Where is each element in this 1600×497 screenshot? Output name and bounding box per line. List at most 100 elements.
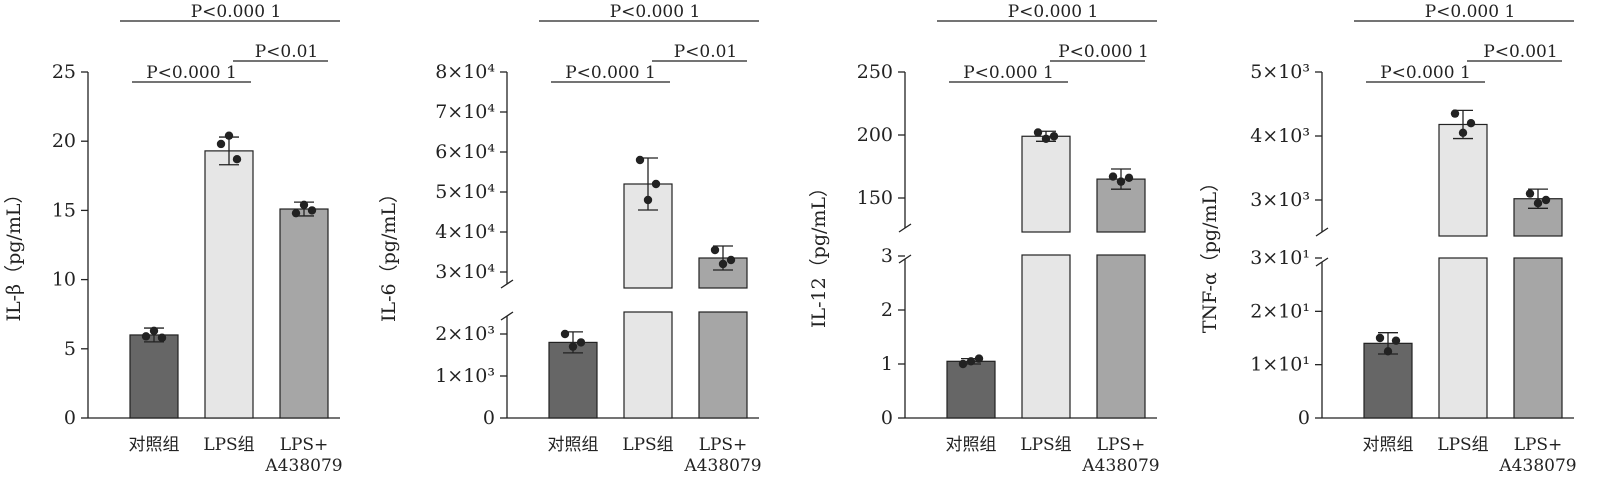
data-point bbox=[1383, 347, 1393, 356]
significance-label: P<0.000 1 bbox=[1425, 2, 1516, 22]
category-label: LPS+ A438079 bbox=[264, 435, 342, 476]
bar-lower-segment bbox=[698, 311, 748, 419]
data-point bbox=[1116, 177, 1126, 186]
bar bbox=[1021, 135, 1071, 233]
axis-break-mark bbox=[898, 254, 912, 264]
bar bbox=[1438, 123, 1488, 237]
data-point bbox=[291, 208, 301, 218]
category-label: LPS+ A438079 bbox=[683, 435, 761, 476]
bar-lower-segment bbox=[1438, 257, 1488, 419]
data-point bbox=[710, 245, 720, 255]
data-point bbox=[157, 333, 167, 342]
chart-panel-tnf-alpha: 0 1×10¹ 2×10¹ 3×10¹ 3×10³ 4×10³ 5×10³ TNF-α（pg/… bbox=[1199, 2, 1577, 476]
data-point bbox=[643, 195, 653, 205]
bar bbox=[1363, 342, 1413, 419]
y-axis-label: IL-β（pg/mL） bbox=[3, 185, 25, 322]
data-point bbox=[1049, 132, 1059, 141]
data-point bbox=[1033, 128, 1043, 137]
y-tick-label: 0 bbox=[881, 407, 893, 429]
y-tick-label: 1×10¹ bbox=[1250, 354, 1310, 376]
significance-label: P<0.000 1 bbox=[1380, 63, 1471, 83]
data-point bbox=[307, 206, 317, 215]
y-tick-label: 5×10³ bbox=[1250, 61, 1310, 83]
y-tick-label: 6×10⁴ bbox=[435, 141, 495, 163]
category-label: 对照组 bbox=[946, 435, 997, 455]
bar bbox=[204, 150, 254, 419]
bar-lower-segment bbox=[1021, 254, 1071, 419]
y-tick-label: 1 bbox=[881, 353, 893, 375]
category-label: LPS组 bbox=[203, 435, 254, 455]
data-point bbox=[1458, 128, 1468, 137]
bar-lower-segment bbox=[623, 311, 673, 419]
y-tick-label: 250 bbox=[857, 61, 893, 83]
data-point bbox=[141, 332, 151, 341]
y-tick-label: 10 bbox=[52, 269, 76, 291]
significance-label: P<0.000 1 bbox=[963, 63, 1054, 83]
y-tick-label: 5 bbox=[64, 338, 76, 360]
bar bbox=[946, 360, 996, 419]
data-point bbox=[1391, 336, 1401, 345]
bar bbox=[129, 334, 179, 419]
significance-label: P<0.000 1 bbox=[1008, 2, 1099, 22]
y-axis-label: IL-6（pg/mL） bbox=[378, 184, 400, 322]
category-label-line: LPS+ bbox=[1514, 435, 1563, 455]
data-point bbox=[1041, 134, 1051, 143]
axis-break-mark bbox=[898, 223, 912, 233]
data-point bbox=[560, 329, 570, 339]
y-tick-label: 2 bbox=[881, 299, 893, 321]
chart-panel-il-6: 0 1×10³ 2×10³ 3×10⁴ 4×10⁴ 5×10⁴ 6×10⁴ 7×10⁴ 8×10… bbox=[378, 2, 762, 476]
y-tick-label: 3×10⁴ bbox=[435, 261, 495, 283]
y-tick-label: 3×10³ bbox=[1250, 189, 1310, 211]
y-tick-label: 8×10⁴ bbox=[435, 61, 495, 83]
axis-break-mark bbox=[500, 279, 514, 289]
data-point bbox=[568, 342, 578, 351]
y-tick-label: 5×10⁴ bbox=[435, 181, 495, 203]
category-label: 对照组 bbox=[129, 435, 180, 455]
y-tick-label: 2×10¹ bbox=[1250, 300, 1310, 322]
bar bbox=[279, 208, 329, 419]
category-label: LPS+ A438079 bbox=[1498, 435, 1576, 476]
category-label-line: LPS+ bbox=[280, 435, 329, 455]
bar bbox=[548, 341, 598, 419]
data-point bbox=[974, 354, 984, 363]
axis-break-mark bbox=[1315, 227, 1329, 237]
data-point bbox=[149, 326, 159, 336]
y-tick-label: 20 bbox=[52, 130, 76, 152]
data-point bbox=[224, 131, 234, 140]
significance-label: P<0.000 1 bbox=[146, 63, 237, 83]
bar-lower-segment bbox=[1513, 257, 1563, 419]
significance-label: P<0.001 bbox=[1483, 42, 1557, 62]
category-label-line: LPS+ bbox=[699, 435, 748, 455]
y-tick-label: 0 bbox=[1298, 407, 1310, 429]
data-point bbox=[1108, 172, 1118, 181]
y-tick-label: 3×10¹ bbox=[1250, 247, 1310, 269]
data-point bbox=[1525, 189, 1535, 198]
significance-label: P<0.000 1 bbox=[565, 63, 656, 83]
y-tick-label: 15 bbox=[52, 199, 76, 221]
y-tick-label: 4×10³ bbox=[1250, 125, 1310, 147]
category-label-line: A438079 bbox=[264, 456, 342, 476]
data-point bbox=[1124, 173, 1134, 183]
y-tick-label: 3 bbox=[881, 245, 893, 267]
data-point bbox=[576, 338, 586, 347]
y-axis-label: TNF-α（pg/mL） bbox=[1199, 173, 1221, 333]
category-label-line: A438079 bbox=[1498, 456, 1576, 476]
significance-label: P<0.000 1 bbox=[191, 2, 282, 22]
data-point bbox=[651, 179, 661, 189]
y-axis-label: IL-12（pg/mL） bbox=[808, 178, 830, 328]
chart-panel-il-12: 0 1 2 3 150 200 250 IL-12（pg/mL） 对照组 LPS组 LPS+ A438… bbox=[808, 2, 1160, 476]
category-label: LPS+ A438079 bbox=[1081, 435, 1159, 476]
data-point bbox=[958, 359, 968, 369]
chart-panel-il-beta: 0 5 10 15 20 25 IL-β（pg/mL） 对照组 LPS组 LPS+ A438079 P… bbox=[3, 2, 343, 476]
data-point bbox=[232, 154, 242, 164]
y-tick-label: 25 bbox=[52, 61, 76, 83]
data-point bbox=[726, 255, 736, 265]
data-point bbox=[635, 155, 645, 165]
category-label: LPS组 bbox=[1437, 435, 1488, 455]
data-point bbox=[718, 259, 728, 269]
category-label-line: LPS+ bbox=[1097, 435, 1146, 455]
data-point bbox=[1375, 333, 1385, 343]
category-label: LPS组 bbox=[622, 435, 673, 455]
bar-lower-segment bbox=[1096, 254, 1146, 419]
axis-break-mark bbox=[500, 311, 514, 321]
